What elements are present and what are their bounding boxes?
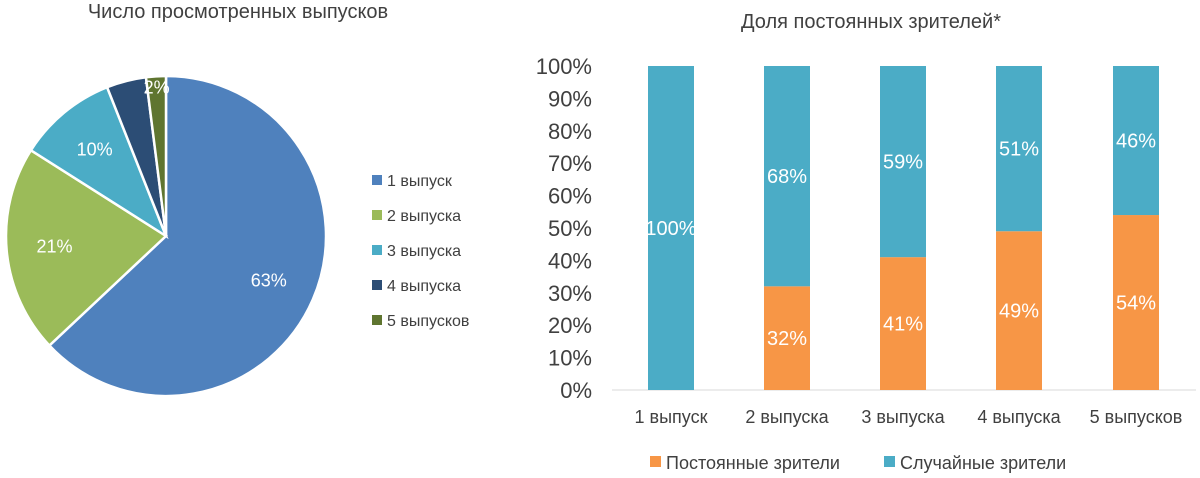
x-tick-label: 4 выпуска bbox=[977, 407, 1061, 427]
pie-data-labels: 63% 21% 10% 2% bbox=[36, 77, 286, 290]
legend-label: 5 выпусков bbox=[387, 313, 469, 330]
pie-data-label: 2% bbox=[144, 77, 170, 97]
bar-segment-regular bbox=[996, 231, 1042, 390]
y-tick-label: 100% bbox=[536, 54, 592, 79]
y-tick-label: 60% bbox=[548, 184, 592, 209]
legend-swatch bbox=[372, 245, 382, 255]
x-tick-label: 5 выпусков bbox=[1090, 407, 1183, 427]
legend-label: 4 выпуска bbox=[387, 278, 461, 295]
y-tick-label: 30% bbox=[548, 281, 592, 306]
legend-label: 2 выпуска bbox=[387, 208, 461, 225]
bar-data-label: 49% bbox=[999, 301, 1039, 323]
legend-swatch bbox=[372, 210, 382, 220]
y-tick-label: 20% bbox=[548, 313, 592, 338]
y-tick-label: 70% bbox=[548, 151, 592, 176]
x-tick-label: 2 выпуска bbox=[745, 407, 829, 427]
bar-data-label: 54% bbox=[1116, 293, 1156, 315]
bar-segment-casual bbox=[1113, 66, 1159, 216]
pie-legend: 1 выпуск 2 выпуска 3 выпуска 4 выпуска 5 вып… bbox=[372, 173, 469, 330]
legend-swatch bbox=[372, 315, 382, 325]
bar-segment-regular bbox=[764, 286, 810, 390]
bar-data-label: 59% bbox=[883, 152, 923, 174]
y-tick-label: 90% bbox=[548, 86, 592, 111]
bar-segment-casual bbox=[880, 66, 926, 258]
bar-segment-regular bbox=[1113, 215, 1159, 390]
bar-data-label: 100% bbox=[645, 218, 696, 240]
x-tick-label: 3 выпуска bbox=[861, 407, 945, 427]
bar-data-label: 68% bbox=[767, 166, 807, 188]
pie-data-label: 21% bbox=[36, 237, 72, 257]
bar-segment-casual bbox=[764, 66, 810, 287]
legend-swatch bbox=[650, 456, 661, 467]
bar-data-label: 32% bbox=[767, 328, 807, 350]
legend-label: 3 выпуска bbox=[387, 243, 461, 260]
pie-chart-title: Число просмотренных выпусков bbox=[88, 1, 388, 23]
legend-swatch bbox=[372, 175, 382, 185]
bar-data-label: 46% bbox=[1116, 131, 1156, 153]
bar-legend: Постоянные зрители Случайные зрители bbox=[650, 453, 1066, 473]
bar-data-label: 51% bbox=[999, 139, 1039, 161]
pie-chart bbox=[4, 74, 328, 398]
pie-slice-5 bbox=[144, 74, 168, 237]
bar-segment-casual bbox=[648, 66, 694, 390]
bar-data-label: 41% bbox=[883, 314, 923, 336]
bar-chart-title: Доля постоянных зрителей* bbox=[741, 11, 1001, 33]
pie-slice-2 bbox=[4, 148, 169, 348]
bar-x-axis: 1 выпуск 2 выпуска 3 выпуска 4 выпуска 5 вып… bbox=[635, 407, 1183, 427]
pie-data-label: 10% bbox=[77, 140, 113, 160]
pie-slice-1 bbox=[47, 74, 328, 398]
y-tick-label: 80% bbox=[548, 119, 592, 144]
x-tick-label: 1 выпуск bbox=[635, 407, 708, 427]
legend-label: Постоянные зрители bbox=[666, 453, 840, 473]
y-tick-label: 50% bbox=[548, 216, 592, 241]
bar-segment-regular bbox=[880, 257, 926, 390]
bar-y-axis: 0% 10% 20% 30% 40% 50% 60% 70% 80% 90% 100% bbox=[536, 54, 1196, 403]
legend-swatch bbox=[372, 280, 382, 290]
bar-chart: 100% 32% 68% 41% 59% 49% 51% 54% 46% bbox=[645, 66, 1159, 390]
legend-label: Случайные зрители bbox=[900, 453, 1066, 473]
y-tick-label: 10% bbox=[548, 346, 592, 371]
pie-data-label: 63% bbox=[251, 270, 287, 290]
pie-slice-3 bbox=[29, 85, 169, 240]
legend-label: 1 выпуск bbox=[387, 173, 453, 190]
bar-segment-casual bbox=[996, 66, 1042, 232]
y-tick-label: 40% bbox=[548, 248, 592, 273]
y-tick-label: 0% bbox=[560, 378, 592, 403]
legend-swatch bbox=[884, 456, 895, 467]
